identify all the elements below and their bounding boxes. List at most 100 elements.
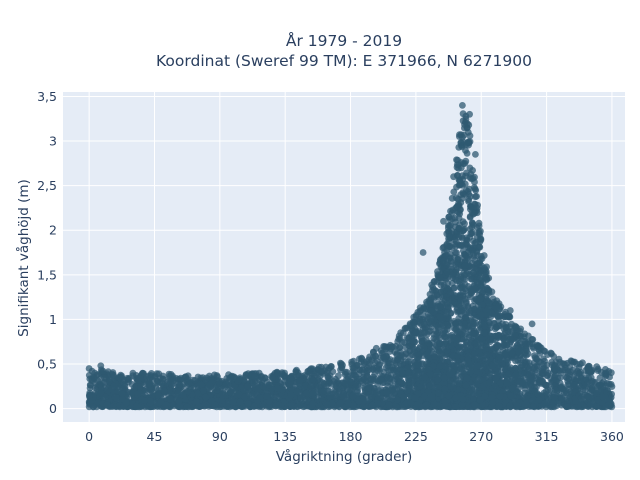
scatter-point bbox=[444, 224, 452, 232]
scatter-point bbox=[448, 194, 456, 202]
scatter-point bbox=[159, 375, 167, 383]
scatter-point bbox=[261, 374, 269, 382]
scatter-point bbox=[416, 308, 424, 316]
scatter-point bbox=[155, 370, 163, 378]
scatter-point bbox=[429, 394, 436, 402]
scatter-point bbox=[488, 394, 495, 401]
scatter-point bbox=[86, 392, 93, 399]
scatter-point bbox=[383, 388, 390, 396]
scatter-point bbox=[202, 376, 210, 384]
scatter-point bbox=[400, 393, 408, 401]
scatter-point bbox=[558, 395, 566, 402]
scatter-point bbox=[366, 360, 373, 367]
scatter-point bbox=[470, 305, 478, 313]
scatter-point bbox=[157, 398, 165, 406]
scatter-point bbox=[441, 397, 449, 405]
scatter-point bbox=[515, 348, 523, 356]
scatter-point bbox=[455, 224, 463, 232]
scatter-point bbox=[281, 378, 289, 385]
scatter-point bbox=[567, 357, 575, 365]
scatter-point bbox=[536, 350, 544, 357]
scatter-point bbox=[219, 390, 227, 397]
scatter-point bbox=[463, 374, 471, 382]
scatter-point bbox=[471, 178, 478, 186]
scatter-point bbox=[236, 398, 244, 406]
scatter-point bbox=[473, 204, 481, 212]
scatter-point bbox=[579, 359, 586, 367]
scatter-point bbox=[436, 303, 444, 311]
scatter-point bbox=[475, 244, 482, 252]
scatter-point bbox=[511, 371, 519, 379]
scatter-point bbox=[162, 401, 170, 409]
chart-title-line2: Koordinat (Sweref 99 TM): E 371966, N 62… bbox=[156, 52, 532, 70]
scatter-point bbox=[386, 378, 394, 386]
scatter-point bbox=[569, 366, 577, 374]
scatter-point bbox=[432, 335, 439, 343]
scatter-point bbox=[328, 363, 335, 370]
scatter-point bbox=[453, 377, 461, 385]
scatter-point bbox=[489, 362, 497, 370]
scatter-point bbox=[485, 289, 493, 297]
scatter-point bbox=[455, 254, 463, 261]
scatter-point bbox=[89, 403, 97, 411]
data-points bbox=[85, 102, 616, 411]
scatter-point bbox=[427, 294, 435, 302]
scatter-point bbox=[466, 244, 474, 251]
scatter-point bbox=[394, 396, 401, 404]
scatter-point bbox=[472, 238, 480, 246]
scatter-point bbox=[330, 390, 338, 398]
scatter-point bbox=[353, 375, 361, 383]
scatter-point bbox=[336, 385, 343, 393]
scatter-point bbox=[335, 372, 342, 380]
scatter-point bbox=[401, 325, 409, 332]
scatter-point bbox=[371, 371, 379, 378]
scatter-point bbox=[495, 317, 502, 325]
scatter-point bbox=[269, 374, 276, 382]
scatter-point bbox=[128, 389, 135, 396]
scatter-point bbox=[483, 263, 490, 271]
scatter-point bbox=[444, 321, 452, 329]
scatter-point bbox=[177, 374, 185, 382]
scatter-point bbox=[176, 381, 184, 389]
scatter-point bbox=[126, 374, 133, 382]
scatter-point bbox=[486, 370, 494, 378]
scatter-point bbox=[129, 369, 137, 377]
scatter-point bbox=[466, 164, 474, 172]
scatter-point bbox=[447, 258, 455, 265]
scatter-point bbox=[281, 372, 289, 380]
scatter-point bbox=[467, 193, 474, 200]
scatter-point bbox=[463, 150, 471, 157]
scatter-point bbox=[426, 355, 433, 362]
scatter-point bbox=[460, 323, 467, 331]
scatter-point bbox=[521, 389, 529, 397]
scatter-point bbox=[493, 341, 501, 349]
scatter-point bbox=[483, 276, 490, 284]
scatter-point bbox=[464, 283, 472, 290]
scatter-point bbox=[461, 276, 469, 283]
scatter-point bbox=[191, 377, 199, 384]
scatter-point bbox=[495, 303, 502, 311]
scatter-point bbox=[539, 365, 547, 373]
scatter-point bbox=[296, 377, 303, 385]
scatter-point bbox=[99, 367, 107, 375]
scatter-point bbox=[342, 379, 349, 387]
scatter-point bbox=[504, 312, 511, 320]
scatter-point bbox=[160, 387, 168, 395]
scatter-point bbox=[479, 289, 486, 297]
scatter-point bbox=[327, 380, 335, 388]
scatter-point bbox=[465, 185, 473, 193]
scatter-point bbox=[478, 301, 486, 309]
scatter-point bbox=[455, 181, 463, 189]
scatter-point bbox=[440, 281, 448, 289]
scatter-point bbox=[349, 364, 357, 372]
scatter-point bbox=[165, 370, 173, 378]
scatter-point bbox=[464, 356, 472, 363]
scatter-point bbox=[94, 377, 102, 385]
scatter-point bbox=[457, 284, 465, 292]
scatter-point bbox=[465, 291, 472, 299]
scatter-point bbox=[395, 332, 403, 340]
scatter-point bbox=[472, 320, 480, 327]
scatter-point bbox=[461, 262, 469, 269]
scatter-point bbox=[364, 397, 372, 404]
